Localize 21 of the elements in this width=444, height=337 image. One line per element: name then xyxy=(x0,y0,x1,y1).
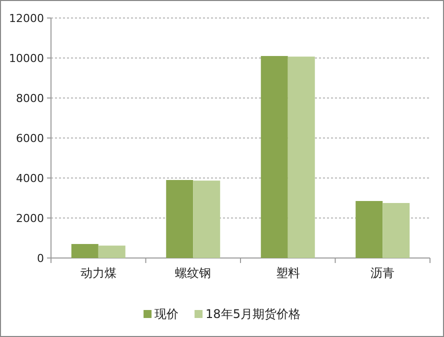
y-tick-label: 0 xyxy=(37,252,44,265)
bar xyxy=(356,201,383,258)
y-tick-label: 4000 xyxy=(16,172,44,185)
bar xyxy=(71,244,98,258)
x-tick-label: 动力煤 xyxy=(80,266,116,280)
bar xyxy=(193,180,220,258)
legend-label: 18年5月期货价格 xyxy=(206,307,300,321)
bar xyxy=(98,246,126,258)
x-tick-label: 螺纹钢 xyxy=(175,266,212,280)
bar xyxy=(260,56,288,258)
y-tick-label: 12000 xyxy=(9,12,44,25)
legend-label: 现价 xyxy=(154,307,179,321)
x-tick-label: 沥青 xyxy=(370,266,395,280)
y-tick-label: 8000 xyxy=(16,92,44,105)
y-tick-label: 2000 xyxy=(16,212,44,225)
x-tick-label: 塑料 xyxy=(276,266,300,280)
y-tick-label: 6000 xyxy=(16,132,44,145)
bar xyxy=(166,180,194,258)
bar xyxy=(382,203,410,258)
bar xyxy=(288,56,315,258)
y-tick-label: 10000 xyxy=(9,52,44,65)
